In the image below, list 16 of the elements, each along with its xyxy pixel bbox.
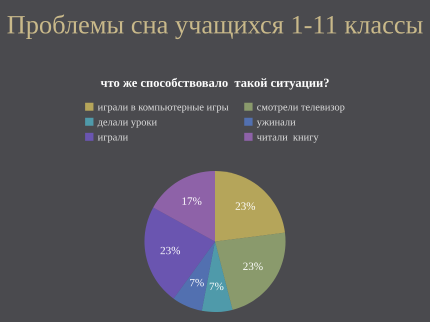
chart-subtitle: что же способствовало такой ситуации? [100, 78, 329, 90]
data-label: 23% [160, 246, 180, 254]
legend-label: играли [98, 136, 128, 143]
legend-label: смотрели телевизор [257, 105, 344, 113]
legend-label: делали уроки [98, 120, 157, 128]
data-label: 17% [182, 197, 202, 205]
pie-slice [215, 170, 285, 242]
chart-title: Проблемы сна учащихся 1-11 классы [7, 14, 423, 40]
data-label: 23% [243, 262, 263, 270]
legend-label: ужинали [256, 120, 296, 128]
data-label: 7% [210, 282, 224, 290]
data-label: 7% [190, 278, 204, 286]
legend-label: читали книгу [256, 136, 319, 143]
pie-slice [153, 170, 215, 242]
legend-label: играли в компьютерные игры [98, 105, 228, 113]
data-label: 23% [236, 202, 256, 210]
